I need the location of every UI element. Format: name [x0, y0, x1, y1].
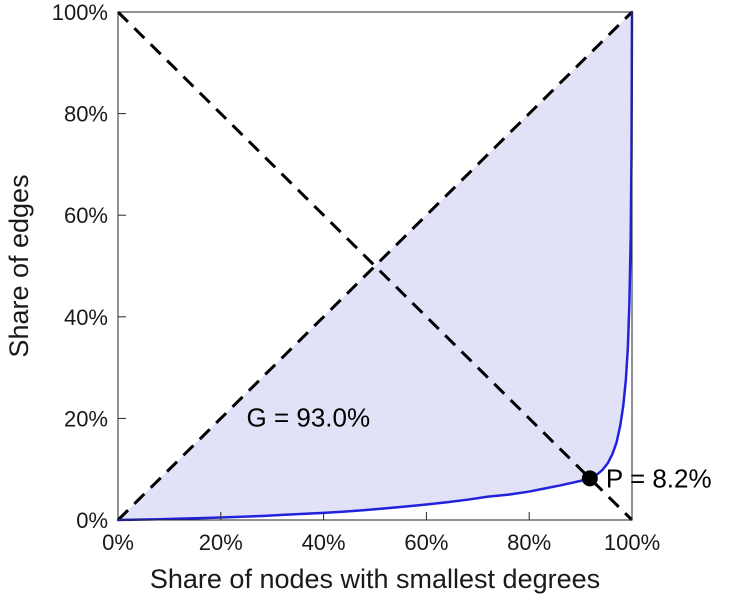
y-tick-label: 20%: [64, 406, 108, 431]
y-tick-label: 60%: [64, 203, 108, 228]
y-axis-label: Share of edges: [4, 174, 34, 357]
y-tick-label: 0%: [76, 508, 108, 533]
plot-layer: 0% 20% 40% 60% 80% 100% 0% 20% 40% 60% 80% 100% G = …: [52, 0, 712, 555]
y-tick-label: 80%: [64, 102, 108, 127]
plot-frame: [117, 11, 633, 521]
x-tick-label: 60%: [404, 530, 448, 555]
p-value-annotation: P = 8.2%: [606, 463, 712, 493]
lorenz-curve: [116, 10, 634, 522]
gini-annotation: G = 93.0%: [247, 402, 371, 432]
x-tick-label: 20%: [199, 530, 243, 555]
y-tick-label: 100%: [52, 0, 108, 25]
x-tick-label: 80%: [507, 530, 551, 555]
x-tick-label: 0%: [102, 530, 134, 555]
intersection-point-marker: [581, 470, 598, 487]
equality-line: [116, 10, 634, 522]
y-tick-label: 40%: [64, 305, 108, 330]
x-tick-label: 40%: [302, 530, 346, 555]
x-tick-label: 100%: [604, 530, 660, 555]
anti-diagonal-line: [116, 10, 634, 522]
x-axis-label: Share of nodes with smallest degrees: [150, 564, 600, 594]
